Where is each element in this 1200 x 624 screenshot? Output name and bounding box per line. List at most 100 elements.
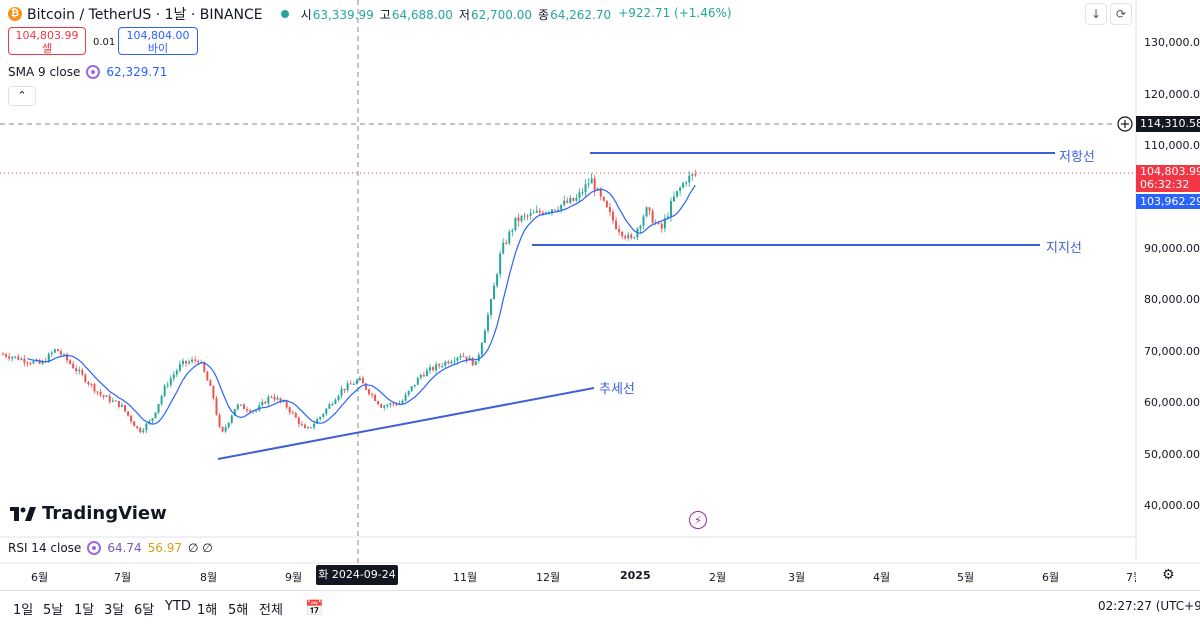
refresh-icon[interactable]: ⟳ — [1110, 3, 1132, 25]
candle-body — [181, 360, 184, 365]
candle-body — [535, 210, 538, 213]
candle-body — [99, 392, 102, 396]
candle-body — [392, 403, 395, 405]
candle-body — [404, 394, 407, 401]
candle-body — [175, 370, 178, 375]
price-tick: 120,000.00 — [1144, 88, 1200, 101]
candle-body — [511, 230, 514, 232]
candle-body — [560, 204, 563, 210]
download-icon[interactable]: ↓ — [1085, 3, 1107, 25]
candle-body — [581, 192, 584, 194]
candle-body — [368, 389, 370, 395]
range-button-ytd[interactable]: YTD — [165, 599, 191, 614]
candle-body — [432, 367, 435, 371]
candle-body — [310, 427, 313, 429]
candle-body — [429, 367, 431, 371]
candle-body — [441, 365, 444, 367]
symbol-title[interactable]: Bitcoin / TetherUS · 1날 · BINANCE — [27, 7, 263, 23]
tradingview-logo[interactable]: TradingView — [10, 503, 167, 524]
candle-body — [517, 217, 520, 222]
candle-body — [84, 374, 87, 383]
candle-body — [621, 231, 624, 237]
support-label[interactable]: 지지선 — [1046, 241, 1082, 256]
candle-body — [111, 400, 114, 402]
sma-legend[interactable]: SMA 9 close 62,329.71 — [8, 65, 168, 79]
candle-body — [81, 370, 84, 375]
candle-body — [602, 196, 605, 201]
candle-body — [474, 361, 477, 366]
candle-body — [114, 400, 117, 402]
candle-body — [38, 360, 41, 364]
candle-body — [239, 404, 242, 406]
candle-body — [246, 409, 248, 411]
candle-body — [401, 400, 404, 404]
lightning-icon[interactable]: ⚡ — [689, 511, 707, 529]
candle-body — [316, 419, 319, 424]
candle-body — [682, 183, 685, 188]
candle-body — [20, 358, 23, 360]
trend-label[interactable]: 추세선 — [599, 382, 635, 397]
candle-body — [477, 354, 480, 362]
price-tick: 110,000.00 — [1144, 139, 1200, 152]
range-button-5y[interactable]: 5해 — [228, 603, 249, 618]
calendar-icon[interactable]: 📅 — [305, 599, 324, 617]
range-button-5d[interactable]: 5날 — [43, 603, 64, 618]
candle-body — [688, 175, 691, 183]
candle-body — [465, 356, 468, 361]
tradingview-icon — [10, 506, 36, 521]
candle-body — [395, 404, 398, 406]
last-price-label: 104,803.99 06:32:32 — [1136, 165, 1200, 192]
candle-body — [340, 388, 343, 396]
candle-body — [386, 404, 389, 406]
candle-body — [297, 417, 300, 424]
range-button-3m[interactable]: 3달 — [104, 603, 125, 618]
ohlc-values: 시63,339.99 고64,688.00 저62,700.00 종64,262… — [300, 5, 732, 22]
candle-body — [422, 374, 425, 377]
range-button-1m[interactable]: 1달 — [74, 603, 95, 618]
candle-body — [615, 220, 618, 230]
candle-body — [493, 285, 496, 300]
candle-body — [102, 395, 105, 397]
candle-body — [151, 418, 154, 422]
candle-body — [154, 412, 157, 419]
candle-body — [264, 401, 267, 404]
indicator-settings-icon[interactable] — [87, 541, 102, 555]
time-tick: 2월 — [709, 571, 727, 584]
candle-body — [377, 400, 380, 405]
candle-body — [660, 223, 663, 229]
candle-body — [169, 378, 172, 385]
range-button-1d[interactable]: 1일 — [13, 603, 34, 618]
candle-body — [87, 382, 90, 384]
range-button-1y[interactable]: 1해 — [197, 603, 218, 618]
candle-body — [685, 182, 688, 184]
gear-icon[interactable]: ⚙ — [1162, 567, 1175, 583]
candle-body — [279, 398, 282, 402]
candle-body — [212, 385, 215, 399]
price-tick: 40,000.00 — [1144, 499, 1200, 512]
rsi-legend[interactable]: RSI 14 close 64.74 56.97 ∅ ∅ — [8, 541, 213, 555]
range-button-6m[interactable]: 6달 — [134, 603, 155, 618]
range-button-all[interactable]: 전체 — [259, 603, 283, 618]
candle-body — [29, 363, 32, 365]
candle-body — [328, 404, 331, 409]
indicator-settings-icon[interactable] — [86, 65, 101, 79]
candle-body — [349, 383, 352, 385]
candle-body — [319, 416, 322, 420]
candle-body — [551, 209, 553, 213]
time-tick: 5월 — [957, 571, 975, 584]
resistance-label[interactable]: 저항선 — [1059, 150, 1095, 165]
collapse-legend-button[interactable]: ⌃ — [8, 86, 36, 106]
candle-body — [96, 391, 99, 393]
candle-body — [435, 364, 438, 371]
clock[interactable]: 02:27:27 (UTC+9) — [1098, 599, 1200, 613]
candle-body — [11, 357, 14, 359]
candle-body — [578, 192, 581, 198]
sma-line — [27, 184, 696, 425]
symbol-header: ₿ Bitcoin / TetherUS · 1날 · BINANCE 시63,… — [8, 5, 732, 23]
candle-body — [648, 207, 651, 211]
sma-price-label: 103,962.29 — [1136, 194, 1200, 209]
candle-body — [529, 213, 532, 216]
sell-button[interactable]: 104,803.99 셀 — [8, 27, 86, 55]
buy-button[interactable]: 104,804.00 바이 — [118, 27, 198, 55]
